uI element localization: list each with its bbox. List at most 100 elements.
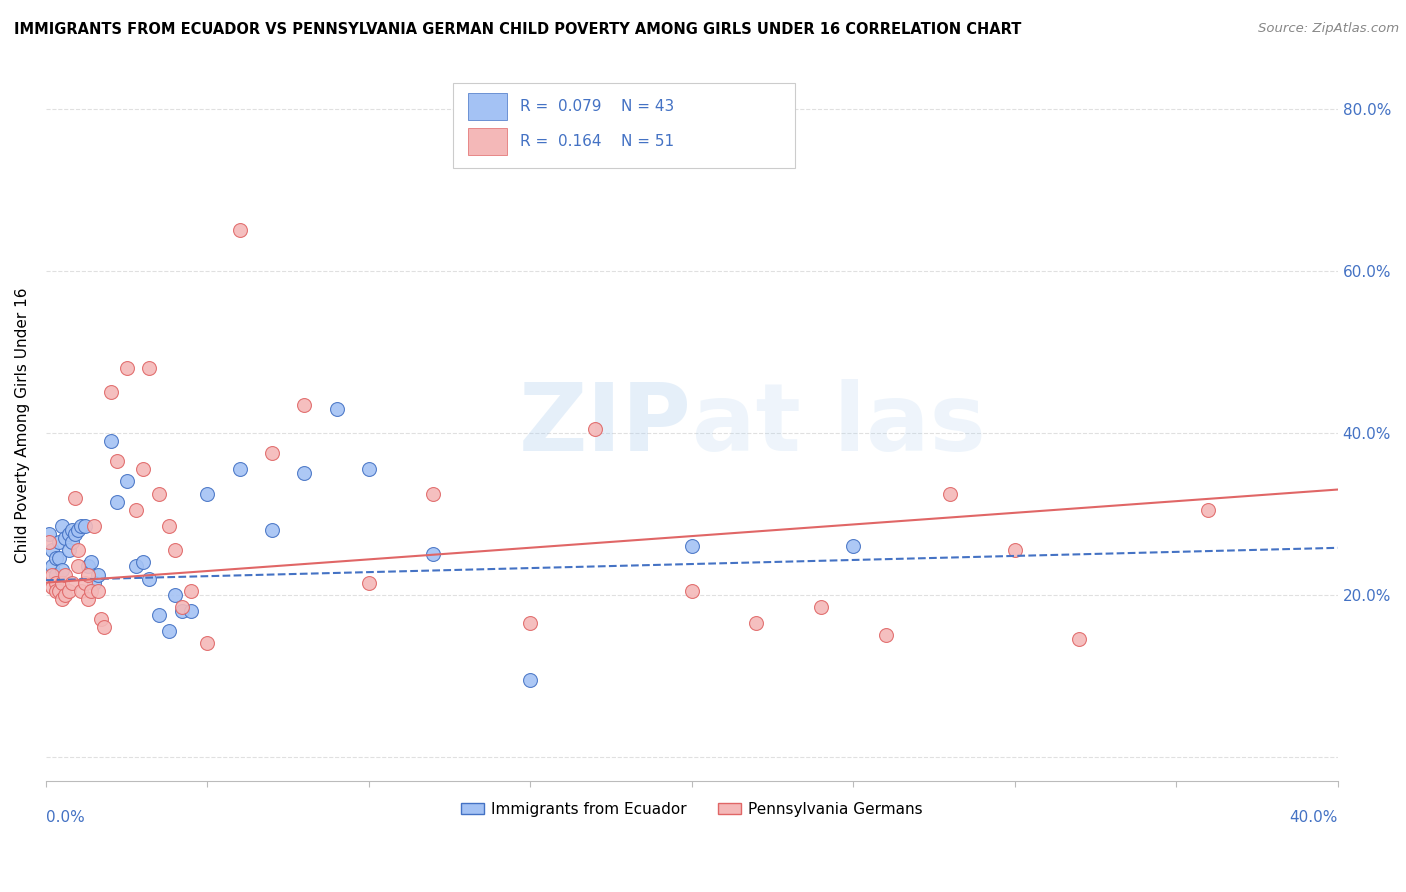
Point xyxy=(939,486,962,500)
Point xyxy=(422,486,444,500)
Point xyxy=(53,531,76,545)
Point xyxy=(60,535,83,549)
Legend: Immigrants from Ecuador, Pennsylvania Germans: Immigrants from Ecuador, Pennsylvania Ge… xyxy=(454,796,929,823)
Point xyxy=(67,543,90,558)
Point xyxy=(53,588,76,602)
Point xyxy=(228,462,250,476)
Point xyxy=(115,475,138,489)
Point xyxy=(138,361,160,376)
Point xyxy=(41,567,63,582)
Point xyxy=(51,575,73,590)
Point xyxy=(170,599,193,614)
Point xyxy=(86,583,108,598)
Point xyxy=(77,567,100,582)
Point xyxy=(105,494,128,508)
Point xyxy=(292,467,315,481)
Point xyxy=(1004,543,1026,558)
Point xyxy=(180,604,202,618)
Point xyxy=(157,519,180,533)
Point xyxy=(41,580,63,594)
Point xyxy=(63,491,86,505)
Point xyxy=(357,462,380,476)
Point xyxy=(292,398,315,412)
Text: at las: at las xyxy=(692,379,986,471)
Point xyxy=(170,604,193,618)
Text: ZIP: ZIP xyxy=(519,379,692,471)
Point xyxy=(197,636,219,650)
Point xyxy=(80,555,103,569)
Point xyxy=(842,539,865,553)
Point xyxy=(48,583,70,598)
Point xyxy=(875,628,897,642)
Point xyxy=(63,527,86,541)
Text: 0.0%: 0.0% xyxy=(46,810,84,824)
Point xyxy=(77,559,100,574)
Text: R =  0.079    N = 43: R = 0.079 N = 43 xyxy=(520,99,675,114)
Point xyxy=(165,588,187,602)
Point xyxy=(138,572,160,586)
Point xyxy=(67,523,90,537)
Point xyxy=(45,567,67,582)
Point xyxy=(38,527,60,541)
Point xyxy=(157,624,180,639)
Point xyxy=(58,527,80,541)
Text: R =  0.164    N = 51: R = 0.164 N = 51 xyxy=(520,135,673,149)
Point xyxy=(260,446,283,460)
Point xyxy=(51,591,73,606)
Point xyxy=(45,551,67,566)
Point xyxy=(70,583,93,598)
Point xyxy=(105,454,128,468)
Point xyxy=(681,539,703,553)
Text: Source: ZipAtlas.com: Source: ZipAtlas.com xyxy=(1258,22,1399,36)
Point xyxy=(53,567,76,582)
Point xyxy=(180,583,202,598)
Point xyxy=(58,543,80,558)
Text: 40.0%: 40.0% xyxy=(1289,810,1337,824)
Point xyxy=(67,559,90,574)
Point xyxy=(41,559,63,574)
Point xyxy=(125,502,148,516)
Point xyxy=(100,434,122,448)
Point xyxy=(38,535,60,549)
Point xyxy=(125,559,148,574)
Point xyxy=(51,519,73,533)
Point xyxy=(41,543,63,558)
Point xyxy=(519,616,541,631)
Point xyxy=(73,575,96,590)
Point xyxy=(45,575,67,590)
Point xyxy=(228,223,250,237)
Point xyxy=(51,564,73,578)
Text: IMMIGRANTS FROM ECUADOR VS PENNSYLVANIA GERMAN CHILD POVERTY AMONG GIRLS UNDER 1: IMMIGRANTS FROM ECUADOR VS PENNSYLVANIA … xyxy=(14,22,1021,37)
Point xyxy=(115,361,138,376)
Point xyxy=(100,385,122,400)
Point xyxy=(58,583,80,598)
Point xyxy=(73,519,96,533)
Point xyxy=(90,612,112,626)
Point xyxy=(86,567,108,582)
Point xyxy=(80,583,103,598)
Point xyxy=(681,583,703,598)
Point xyxy=(197,486,219,500)
Point xyxy=(519,673,541,687)
Point xyxy=(132,555,155,569)
Point xyxy=(583,422,606,436)
Point xyxy=(422,547,444,561)
Point xyxy=(93,620,115,634)
Point xyxy=(810,599,832,614)
Point xyxy=(148,607,170,622)
Y-axis label: Child Poverty Among Girls Under 16: Child Poverty Among Girls Under 16 xyxy=(15,287,30,563)
Point xyxy=(60,575,83,590)
Point xyxy=(48,535,70,549)
Point xyxy=(77,591,100,606)
Point xyxy=(60,523,83,537)
Point xyxy=(148,486,170,500)
Point xyxy=(745,616,768,631)
Point xyxy=(260,523,283,537)
Point xyxy=(165,543,187,558)
Point xyxy=(1069,632,1091,647)
Point xyxy=(70,519,93,533)
FancyBboxPatch shape xyxy=(468,93,508,120)
Point xyxy=(325,401,347,416)
Point xyxy=(83,519,105,533)
Point xyxy=(83,575,105,590)
